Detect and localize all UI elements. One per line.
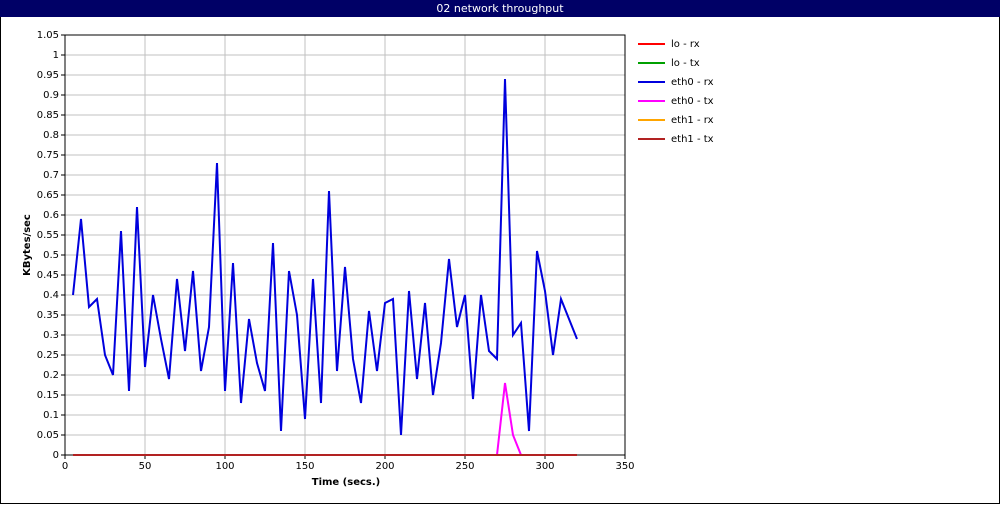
y-tick-label: 0.55 [37, 230, 59, 241]
x-tick-label: 250 [455, 461, 474, 472]
y-tick-label: 1.05 [37, 30, 59, 41]
x-tick-label: 150 [295, 461, 314, 472]
y-tick-label: 0.25 [37, 350, 59, 361]
y-tick-label: 0 [53, 450, 59, 461]
legend-label: eth1 - tx [671, 134, 714, 145]
legend-label: lo - rx [671, 39, 700, 50]
y-tick-label: 0.15 [37, 390, 59, 401]
y-tick-label: 0.75 [37, 150, 59, 161]
x-axis-label: Time (secs.) [312, 477, 381, 488]
y-tick-label: 0.3 [43, 330, 59, 341]
y-tick-label: 0.85 [37, 110, 59, 121]
chart-title: 02 network throughput [436, 2, 564, 15]
y-tick-label: 0.65 [37, 190, 59, 201]
x-tick-label: 100 [215, 461, 234, 472]
y-tick-label: 0.2 [43, 370, 59, 381]
y-tick-label: 0.7 [43, 170, 59, 181]
y-tick-label: 0.05 [37, 430, 59, 441]
y-tick-label: 0.95 [37, 70, 59, 81]
y-tick-label: 0.35 [37, 310, 59, 321]
x-tick-label: 300 [535, 461, 554, 472]
x-tick-label: 50 [139, 461, 152, 472]
x-tick-label: 0 [62, 461, 68, 472]
x-tick-label: 350 [615, 461, 634, 472]
legend-label: eth0 - rx [671, 77, 714, 88]
y-tick-label: 0.4 [43, 290, 59, 301]
series-line [72, 78, 578, 436]
x-tick-label: 200 [375, 461, 394, 472]
y-axis-label: KBytes/sec [22, 214, 33, 276]
y-tick-label: 1 [53, 50, 59, 61]
legend-label: eth1 - rx [671, 115, 714, 126]
y-tick-label: 0.5 [43, 250, 59, 261]
legend-label: lo - tx [671, 58, 700, 69]
plot-area [65, 35, 625, 455]
y-tick-label: 0.1 [43, 410, 59, 421]
y-tick-label: 0.9 [43, 90, 59, 101]
y-tick-label: 0.8 [43, 130, 59, 141]
title-bar [0, 0, 1000, 17]
y-tick-label: 0.6 [43, 210, 59, 221]
y-tick-label: 0.45 [37, 270, 59, 281]
legend-label: eth0 - tx [671, 96, 714, 107]
